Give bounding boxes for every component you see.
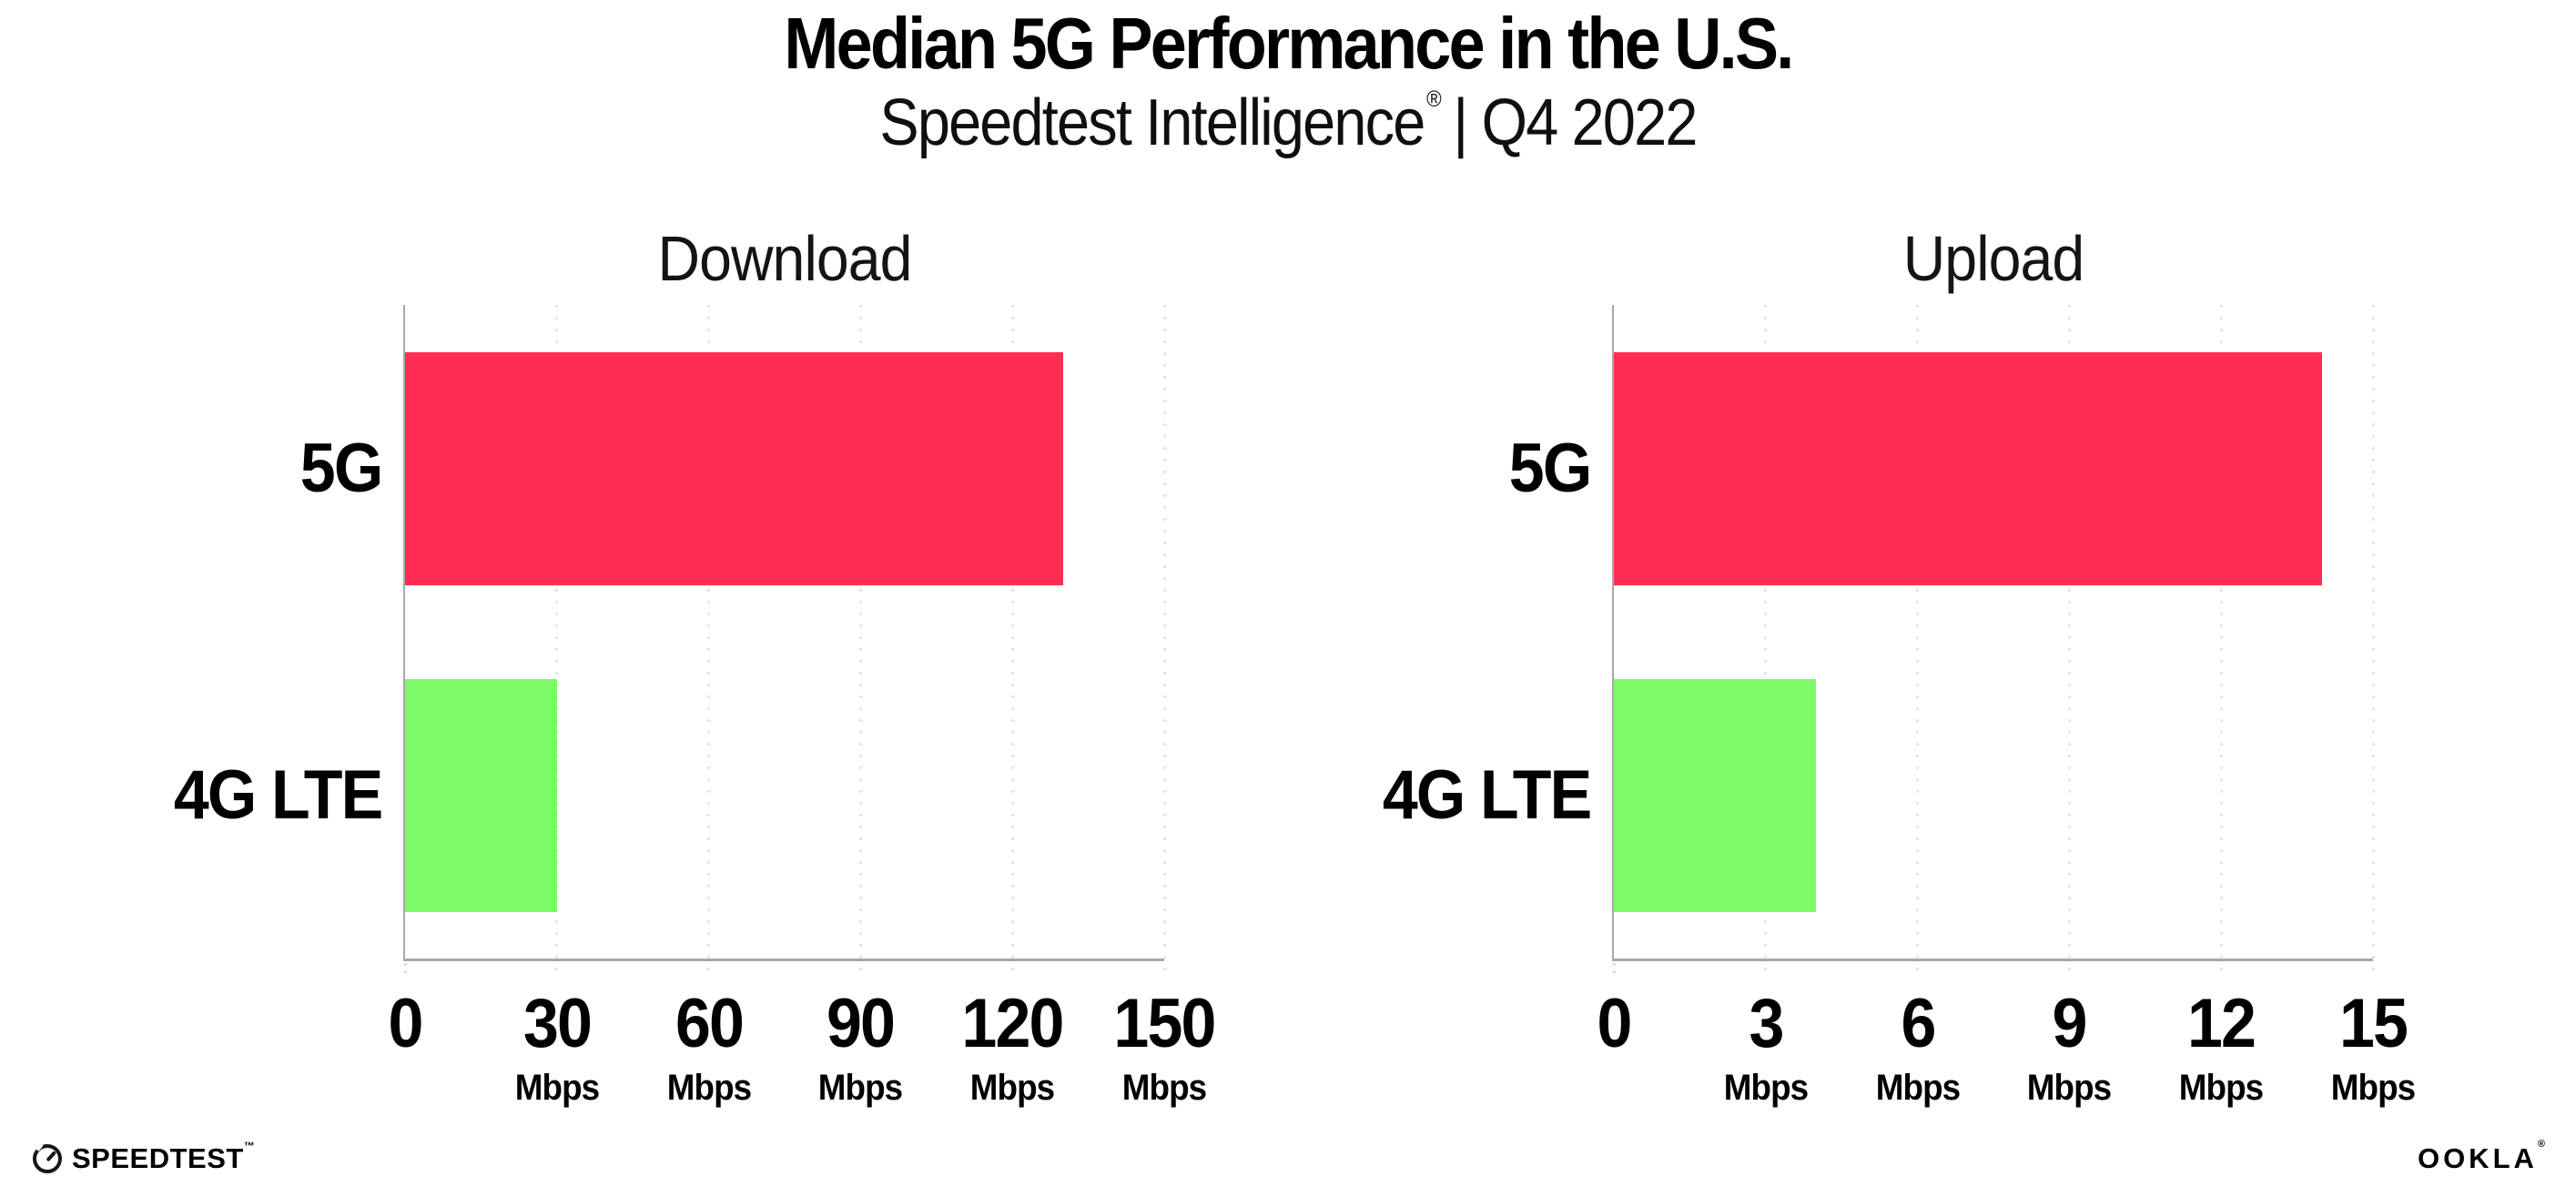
- speedtest-wordmark: SPEEDTEST™: [72, 1140, 256, 1174]
- bar-5g: [1614, 352, 2323, 585]
- subtitle-quarter: | Q4 2022: [1453, 86, 1698, 159]
- x-tick-value: 60: [674, 985, 745, 1062]
- gridline: [1764, 305, 1768, 975]
- ookla-logo: OOKLA®: [2417, 1139, 2545, 1174]
- x-tick-value: 120: [961, 985, 1065, 1062]
- registered-icon: ®: [2537, 1139, 2545, 1150]
- x-tick-label: 0: [305, 989, 506, 1059]
- gridline: [1010, 305, 1014, 975]
- x-tick-label: 150 Mbps: [1064, 985, 1265, 1108]
- page-subtitle: Speedtest Intelligence ® | Q4 2022: [129, 86, 2448, 159]
- speedtest-logo: SPEEDTEST™: [33, 1140, 256, 1175]
- page-title: Median 5G Performance in the U.S.: [784, 3, 1794, 84]
- gridline: [2371, 305, 2375, 975]
- gauge-needle-icon: [46, 1151, 57, 1162]
- gridline: [1162, 305, 1166, 975]
- bar-4g-lte: [1614, 679, 1817, 912]
- axis-tick-dot: [1612, 963, 1616, 974]
- x-tick-label: 90 Mbps: [760, 985, 961, 1108]
- x-tick-label: 30 Mbps: [456, 985, 657, 1108]
- x-tick-label: 9 Mbps: [1969, 985, 2170, 1108]
- x-tick-label: 6 Mbps: [1817, 985, 2018, 1108]
- x-tick-unit: Mbps: [1723, 1068, 1809, 1108]
- subtitle-brand: Speedtest Intelligence: [879, 86, 1425, 159]
- upload-chart: Upload 0 3 Mbps 6 Mbps 9 Mbps 12 Mbps 15 Mbps 5G 4G L…: [1382, 227, 2416, 1106]
- x-tick-label: 12 Mbps: [2121, 985, 2322, 1108]
- x-tick-unit: Mbps: [1121, 1068, 1207, 1108]
- x-tick-unit: Mbps: [1875, 1068, 1960, 1108]
- trademark-icon: ™: [243, 1140, 256, 1152]
- download-chart: Download 0 30 Mbps 60 Mbps 90 Mbps 120 Mbps 150 Mbp…: [173, 227, 1216, 1106]
- x-tick-value: 6: [1901, 985, 1936, 1062]
- x-tick-unit: Mbps: [2027, 1068, 2112, 1108]
- registered-trademark-icon: ®: [1426, 86, 1442, 112]
- speedtest-gauge-icon: [33, 1144, 62, 1173]
- x-tick-label: 0: [1514, 989, 1715, 1059]
- gridline: [707, 305, 711, 975]
- x-tick-value: 0: [388, 985, 423, 1062]
- x-tick-label: 3 Mbps: [1665, 985, 1866, 1108]
- gridline: [2067, 305, 2071, 975]
- x-tick-unit: Mbps: [514, 1068, 600, 1108]
- x-tick-unit: Mbps: [818, 1068, 903, 1108]
- x-tick-value: 90: [827, 985, 896, 1062]
- x-tick-unit: Mbps: [666, 1068, 751, 1108]
- x-tick-label: 60 Mbps: [608, 985, 809, 1108]
- chart-title-download: Download: [657, 223, 912, 294]
- bar-5g: [405, 352, 1063, 585]
- x-tick-value: 30: [522, 985, 593, 1062]
- x-tick-value: 0: [1597, 985, 1632, 1062]
- category-label-4g-lte: 4G LTE: [173, 756, 382, 834]
- x-tick-unit: Mbps: [2330, 1068, 2416, 1108]
- x-tick-label: 15 Mbps: [2273, 985, 2474, 1108]
- gridline: [2219, 305, 2223, 975]
- x-tick-unit: Mbps: [2178, 1068, 2264, 1108]
- category-label-5g: 5G: [1508, 430, 1591, 507]
- x-tick-value: 15: [2338, 985, 2409, 1062]
- chart-title-upload: Upload: [1902, 223, 2084, 294]
- gridline: [858, 305, 862, 975]
- x-tick-value: 9: [2052, 985, 2088, 1062]
- footer: SPEEDTEST™ OOKLA®: [33, 1134, 2545, 1183]
- bar-4g-lte: [405, 679, 557, 912]
- axis-tick-dot: [403, 963, 407, 974]
- x-tick-value: 3: [1749, 985, 1784, 1062]
- x-tick-value: 150: [1113, 985, 1216, 1062]
- gridline: [1916, 305, 1920, 975]
- x-tick-value: 12: [2187, 985, 2257, 1062]
- gridline: [555, 305, 559, 975]
- category-label-4g-lte: 4G LTE: [1382, 756, 1591, 834]
- x-tick-label: 120 Mbps: [912, 985, 1113, 1108]
- category-label-5g: 5G: [299, 430, 382, 507]
- x-tick-unit: Mbps: [969, 1068, 1055, 1108]
